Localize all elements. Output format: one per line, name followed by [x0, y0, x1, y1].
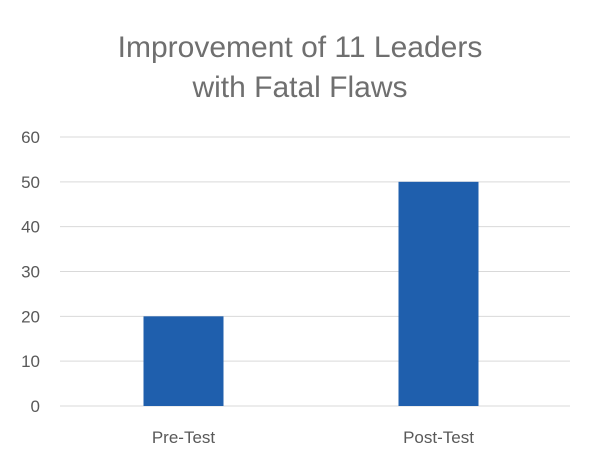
- y-axis-ticks: 0 10 20 30 40 50 60: [21, 128, 40, 416]
- y-tick-label-10: 10: [21, 352, 40, 371]
- gridlines: [60, 136, 570, 407]
- chart-title-line-2: with Fatal Flaws: [192, 71, 408, 104]
- y-tick-label-0: 0: [31, 397, 40, 416]
- x-axis-labels: Pre-Test Post-Test: [152, 428, 474, 447]
- bar-post-test: [398, 181, 479, 406]
- y-tick-label-20: 20: [21, 307, 40, 326]
- y-tick-label-60: 60: [21, 128, 40, 147]
- chart-title-line-1: Improvement of 11 Leaders: [117, 31, 483, 64]
- bars: [143, 181, 479, 406]
- bar-pre-test: [143, 316, 224, 406]
- x-tick-label-pre-test: Pre-Test: [152, 428, 216, 447]
- y-tick-label-30: 30: [21, 263, 40, 282]
- chart-title: Improvement of 11 Leaders with Fatal Fla…: [0, 28, 600, 108]
- y-tick-label-50: 50: [21, 173, 40, 192]
- x-tick-label-post-test: Post-Test: [403, 428, 474, 447]
- y-tick-label-40: 40: [21, 218, 40, 237]
